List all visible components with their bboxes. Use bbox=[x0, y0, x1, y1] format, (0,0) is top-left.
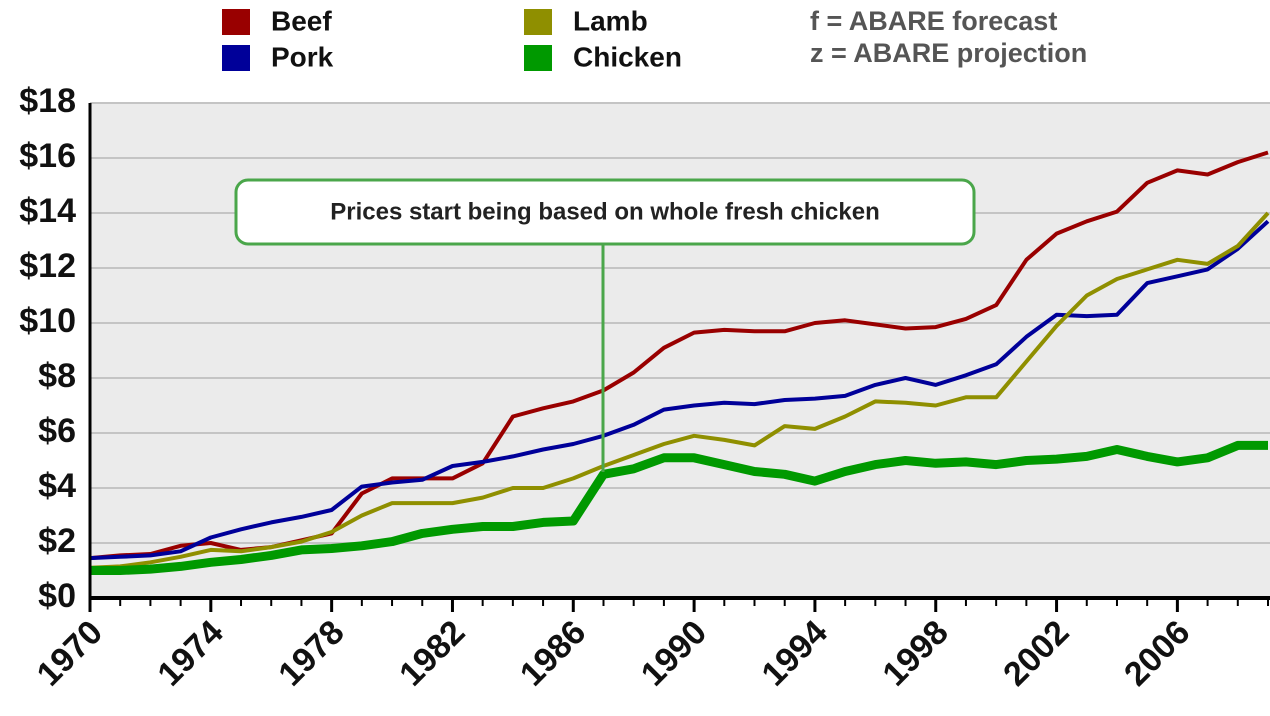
x-tick-label: 1998 bbox=[875, 613, 955, 693]
x-tick-label: 2006 bbox=[1117, 613, 1197, 693]
lines bbox=[89, 150, 1270, 575]
y-tick-label: $2 bbox=[38, 522, 76, 560]
x-tick-label: 1978 bbox=[271, 613, 351, 693]
x-tick-label: 1986 bbox=[513, 613, 593, 693]
legend-swatch bbox=[222, 45, 250, 71]
y-tick-label: $10 bbox=[19, 302, 76, 340]
y-tick-label: $18 bbox=[19, 82, 76, 120]
y-tick-label: $8 bbox=[38, 357, 76, 395]
x-tick-label: 1990 bbox=[634, 613, 714, 693]
annotation-text: Prices start being based on whole fresh … bbox=[330, 198, 880, 225]
series-line bbox=[89, 211, 1270, 570]
x-tick-label: 1970 bbox=[30, 613, 110, 693]
annotation-box bbox=[234, 178, 976, 246]
y-tick-label: $0 bbox=[38, 577, 76, 615]
x-tick-label: 1974 bbox=[150, 613, 230, 693]
x-tick-label: 2002 bbox=[996, 613, 1076, 693]
legend-swatch bbox=[524, 9, 552, 35]
y-tick-label: $6 bbox=[38, 412, 76, 450]
x-tick-label: 1982 bbox=[392, 613, 472, 693]
y-tick-label: $12 bbox=[19, 247, 76, 285]
x-tick-label: 1994 bbox=[755, 613, 835, 693]
legend-note: f = ABARE forecast bbox=[810, 6, 1057, 36]
legend-swatch bbox=[524, 45, 552, 71]
legend-label: Lamb bbox=[573, 5, 648, 36]
axes: $0 $2 $4 $6 $8 $10 $12 $14 $16 $18 1970 1974 1978 198… bbox=[19, 82, 1270, 693]
y-tick-label: $4 bbox=[38, 467, 76, 505]
series-line bbox=[89, 219, 1270, 561]
legend-label: Beef bbox=[271, 5, 332, 36]
legend-note: z = ABARE projection bbox=[810, 38, 1087, 68]
legend-swatch bbox=[222, 9, 250, 35]
legend-label: Pork bbox=[271, 41, 334, 72]
y-tick-label: $16 bbox=[19, 137, 76, 175]
series-line bbox=[90, 440, 1268, 575]
legend-label: Chicken bbox=[573, 41, 682, 72]
y-tick-label: $14 bbox=[19, 192, 76, 230]
